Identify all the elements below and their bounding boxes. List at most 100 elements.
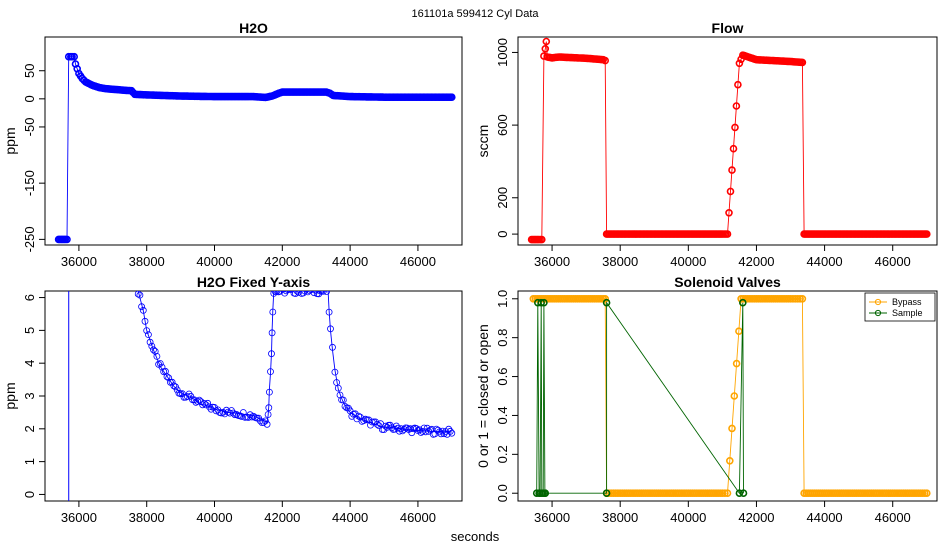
data-point xyxy=(373,420,381,428)
legend-swatch-marker xyxy=(874,309,882,317)
data-point xyxy=(420,424,428,432)
data-point xyxy=(299,291,307,297)
y-tick-label: 5 xyxy=(22,327,37,334)
plot-area xyxy=(68,291,456,501)
data-point xyxy=(601,56,610,65)
data-point xyxy=(264,411,272,418)
data-point xyxy=(205,403,213,411)
data-point xyxy=(718,489,727,498)
data-point xyxy=(192,398,200,406)
y-tick-label: 0 xyxy=(22,95,37,102)
data-point xyxy=(158,363,166,371)
data-point xyxy=(448,429,456,437)
y-tick-label: -250 xyxy=(22,226,37,252)
x-tick-label: 38000 xyxy=(129,254,165,269)
plot-area xyxy=(529,294,931,498)
data-point xyxy=(136,291,144,299)
y-tick-label: 600 xyxy=(495,114,510,136)
panel-title: Flow xyxy=(712,20,744,36)
x-tick-label: 40000 xyxy=(670,254,706,269)
y-tick-label: 0.8 xyxy=(495,329,510,347)
x-tick-label: 44000 xyxy=(807,510,843,525)
data-point xyxy=(306,291,313,294)
plot-frame xyxy=(44,36,463,246)
data-point xyxy=(144,331,152,339)
x-tick-label: 44000 xyxy=(332,510,368,525)
plot-area xyxy=(527,37,931,244)
data-point xyxy=(207,405,215,413)
data-point xyxy=(542,37,551,46)
data-point xyxy=(173,386,181,394)
y-tick-label: 4 xyxy=(22,360,37,367)
data-point xyxy=(734,80,742,89)
y-axis-label: sccm xyxy=(475,125,491,158)
y-tick-label: 0 xyxy=(22,491,37,498)
data-point xyxy=(170,382,178,390)
y-tick-label: 3 xyxy=(22,392,37,399)
data-point xyxy=(331,368,339,376)
data-point xyxy=(537,298,546,307)
data-point xyxy=(239,409,247,416)
data-point xyxy=(284,291,291,293)
y-axis-label: 0 or 1 = closed or open xyxy=(475,324,491,468)
data-point xyxy=(334,384,342,392)
x-tick-label: 46000 xyxy=(875,254,911,269)
data-point xyxy=(270,291,278,297)
data-point xyxy=(447,93,456,101)
data-point xyxy=(194,397,202,405)
data-point xyxy=(139,306,147,314)
data-point xyxy=(263,420,271,428)
data-point xyxy=(537,235,546,244)
panel-title: Solenoid Valves xyxy=(674,274,781,290)
data-point xyxy=(138,303,146,311)
data-point xyxy=(725,209,733,217)
y-tick-label: 50 xyxy=(22,63,37,77)
h2o-panel: H2O 36000 38000 40000 42000 44000 46000 -250 -15… xyxy=(2,20,463,269)
data-point xyxy=(168,378,176,386)
data-point xyxy=(602,298,611,307)
y-tick-label: -150 xyxy=(22,170,37,196)
legend-label: Sample xyxy=(892,308,923,318)
plot-frame xyxy=(517,290,938,502)
data-point xyxy=(163,373,171,381)
x-tick-label: 36000 xyxy=(61,254,97,269)
data-point xyxy=(224,408,232,416)
data-point xyxy=(165,374,173,382)
solenoid-panel: Solenoid Valves 36000 38000 40000 42000 44000… xyxy=(475,274,938,525)
data-point xyxy=(221,410,229,418)
data-point xyxy=(541,44,550,53)
data-point xyxy=(721,489,729,498)
data-point xyxy=(723,489,732,498)
y-tick-label: 0.4 xyxy=(495,406,510,424)
data-point xyxy=(382,422,390,430)
data-point xyxy=(355,412,363,420)
data-point xyxy=(134,291,142,298)
data-point xyxy=(540,298,548,307)
data-point xyxy=(282,291,290,295)
series-line xyxy=(58,56,452,240)
data-point xyxy=(329,343,336,351)
y-tick-label: 0.2 xyxy=(495,445,510,463)
data-point xyxy=(798,294,807,303)
data-point xyxy=(268,350,275,358)
data-point xyxy=(298,291,306,297)
data-point xyxy=(735,489,744,498)
x-tick-label: 40000 xyxy=(670,510,706,525)
h2o-fixed-panel: H2O Fixed Y-axis 36000 38000 40000 42000 4400… xyxy=(2,274,463,525)
data-point xyxy=(602,489,611,498)
y-tick-label: 6 xyxy=(22,294,37,301)
data-point xyxy=(739,489,748,498)
x-tick-label: 40000 xyxy=(196,254,232,269)
data-point xyxy=(731,123,739,132)
data-point xyxy=(301,291,309,295)
data-point xyxy=(202,401,210,409)
data-point xyxy=(786,294,795,303)
flow-panel: Flow 36000 38000 40000 42000 44000 46000 0 200 60… xyxy=(475,20,938,269)
data-point xyxy=(351,410,359,418)
data-point xyxy=(153,352,161,360)
data-point xyxy=(265,388,273,396)
x-tick-label: 46000 xyxy=(875,510,911,525)
x-tick-label: 38000 xyxy=(602,254,638,269)
data-point xyxy=(738,298,747,307)
